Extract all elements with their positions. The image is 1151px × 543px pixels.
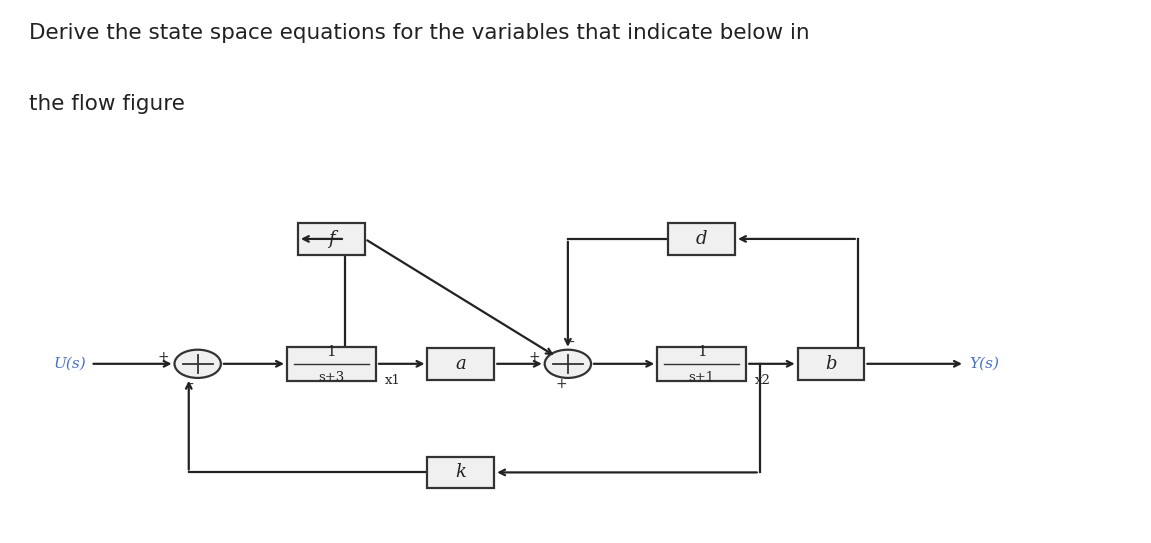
Bar xyxy=(287,347,376,381)
Text: the flow figure: the flow figure xyxy=(29,94,184,114)
Text: s+1: s+1 xyxy=(688,371,715,384)
Text: a: a xyxy=(456,355,466,373)
Text: 1: 1 xyxy=(696,345,707,359)
Text: s+3: s+3 xyxy=(319,371,344,384)
Bar xyxy=(298,223,365,255)
Circle shape xyxy=(544,350,592,378)
Text: k: k xyxy=(456,463,466,482)
Text: b: b xyxy=(825,355,837,373)
Text: U(s): U(s) xyxy=(53,357,86,371)
Bar xyxy=(657,347,746,381)
Bar xyxy=(669,223,735,255)
Text: +: + xyxy=(158,350,169,364)
Text: Y(s): Y(s) xyxy=(969,357,999,371)
Text: 1: 1 xyxy=(327,345,336,359)
Text: Derive the state space equations for the variables that indicate below in: Derive the state space equations for the… xyxy=(29,23,809,43)
Text: +: + xyxy=(555,377,566,392)
Text: -: - xyxy=(569,336,574,350)
Text: +: + xyxy=(528,350,540,364)
Bar xyxy=(798,348,864,380)
Circle shape xyxy=(175,350,221,378)
Text: -: - xyxy=(189,377,193,392)
Text: d: d xyxy=(696,230,708,248)
Text: x1: x1 xyxy=(384,374,401,387)
Text: x2: x2 xyxy=(755,374,771,387)
Bar xyxy=(427,457,494,488)
Bar xyxy=(427,348,494,380)
Text: f: f xyxy=(328,230,335,248)
